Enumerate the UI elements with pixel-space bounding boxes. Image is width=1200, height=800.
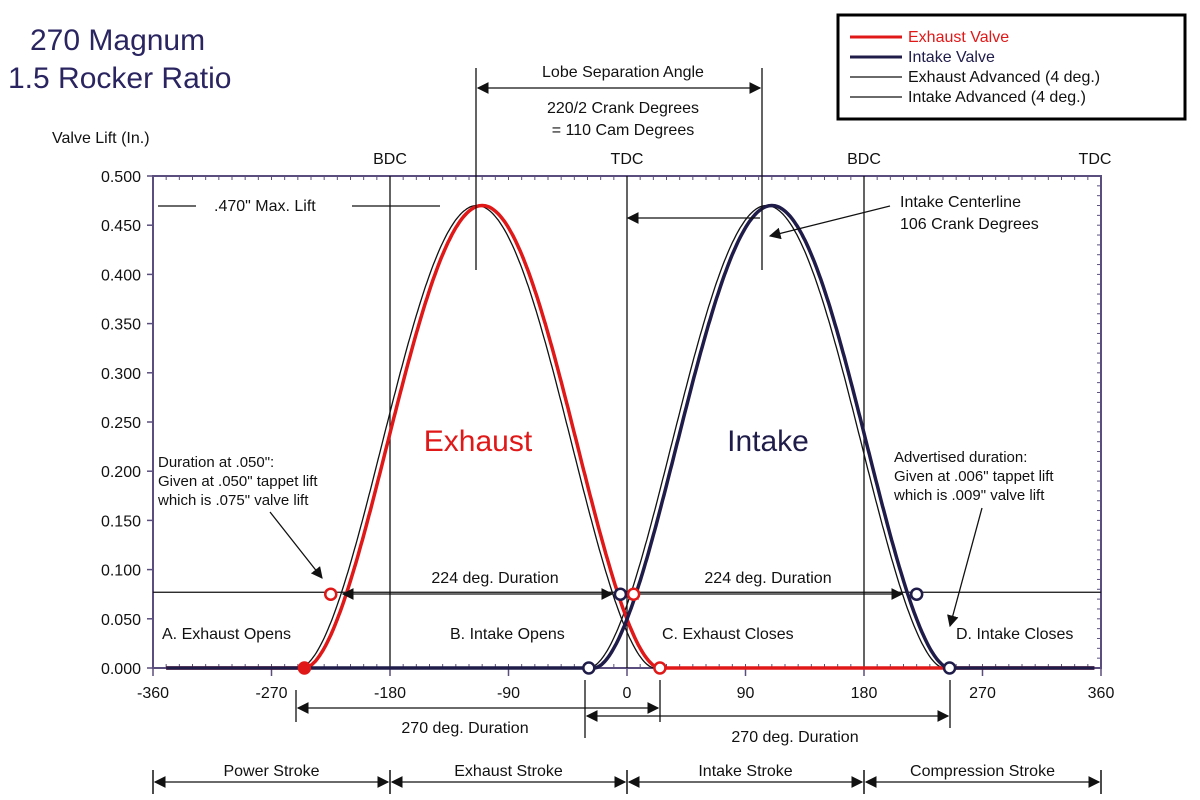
event-d-label: D. Intake Closes (956, 626, 1073, 643)
y-tick-label: 0.500 (101, 169, 141, 186)
stroke-bar: Power Stroke Exhaust Stroke Intake Stroke C… (152, 760, 1102, 794)
duration-270-intake-label: 270 deg. Duration (731, 729, 858, 746)
curve-exhaust (165, 203, 1095, 670)
event-point-exhaust (626, 587, 641, 601)
stroke-marker-lines: BDC TDC BDC TDC (373, 151, 1111, 668)
duration-050-line-3: which is .075" valve lift (157, 492, 309, 509)
legend: Exhaust Valve Intake Valve Exhaust Advan… (836, 13, 1187, 121)
event-point-exhaust (297, 661, 312, 675)
lobe-separation-label: Lobe Separation Angle (542, 64, 704, 81)
event-point-intake (582, 661, 596, 675)
legend-label-intake-advanced: Intake Advanced (4 deg.) (908, 89, 1086, 106)
event-point-intake (909, 587, 924, 601)
duration-224-exhaust-label: 224 deg. Duration (431, 570, 558, 587)
x-tick-label: -270 (255, 685, 287, 702)
legend-label-intake: Intake Valve (908, 49, 995, 66)
x-tick-label: 180 (851, 685, 878, 702)
curve-intake (165, 203, 1095, 670)
y-tick-label: 0.000 (101, 661, 141, 678)
x-tick-label: -360 (137, 685, 169, 702)
event-point-intake (613, 587, 628, 601)
advertised-line-3: which is .009" valve lift (893, 487, 1045, 504)
legend-label-exhaust-advanced: Exhaust Advanced (4 deg.) (908, 69, 1100, 86)
y-tick-label: 0.100 (101, 563, 141, 580)
stroke-bar-label: Power Stroke (223, 763, 319, 780)
curves-group (165, 203, 1095, 670)
stroke-bar-label-bg (900, 760, 1065, 780)
max-lift-label: .470" Max. Lift (214, 198, 316, 215)
advertised-pointer (947, 507, 983, 628)
legend-box (836, 13, 1187, 121)
duration-050-pointer (269, 511, 323, 579)
advertised-line-2: Given at .006" tappet lift (894, 468, 1054, 485)
duration-224-intake-label: 224 deg. Duration (704, 570, 831, 587)
y-tick-label: 0.050 (101, 612, 141, 629)
chart-title-line-2: 1.5 Rocker Ratio (8, 62, 231, 95)
x-tick-label: 0 (623, 685, 632, 702)
stroke-bar-label-bg (443, 760, 574, 780)
lobe-calc-line-2: = 110 Cam Degrees (552, 122, 694, 139)
event-c-label: C. Exhaust Closes (662, 626, 794, 643)
x-tick-label: -90 (497, 685, 520, 702)
stroke-bar-label-bg (214, 760, 329, 780)
y-tick-label: 0.400 (101, 267, 141, 284)
y-tick-label: 0.300 (101, 366, 141, 383)
stroke-bar-label: Compression Stroke (910, 763, 1055, 780)
x-tick-label: 90 (737, 685, 755, 702)
legend-label-exhaust: Exhaust Valve (908, 29, 1009, 46)
event-point-exhaust (324, 587, 338, 601)
intake-centerline-label-1: Intake Centerline (900, 194, 1021, 211)
y-tick-label: 0.200 (101, 464, 141, 481)
stroke-marker-label: TDC (611, 151, 644, 168)
stroke-bar-label-bg (684, 760, 807, 780)
event-a-label: A. Exhaust Opens (162, 626, 291, 643)
y-tick-label: 0.250 (101, 415, 141, 432)
stroke-marker-label: BDC (847, 151, 881, 168)
event-points-group (297, 587, 957, 675)
x-axis-ticks: -360 -270 -180 -90 0 90 180 270 360 (137, 668, 1114, 702)
stroke-marker-label: BDC (373, 151, 407, 168)
y-axis-label: Valve Lift (In.) (52, 130, 150, 147)
stroke-bar-label: Intake Stroke (698, 763, 792, 780)
x-tick-label: -180 (374, 685, 406, 702)
event-b-label: B. Intake Opens (450, 626, 565, 643)
event-point-intake (942, 661, 957, 675)
event-point-exhaust (653, 661, 667, 675)
advertised-line-1: Advertised duration: (894, 449, 1027, 466)
intake-centerline-pointer (768, 205, 891, 240)
y-axis-ticks: 0.000 0.050 0.100 0.150 0.200 0.250 0.300 0.350… (101, 169, 153, 678)
duration-050-line-1: Duration at .050": (158, 454, 274, 471)
lobe-calc-line-1: 220/2 Crank Degrees (547, 100, 699, 117)
duration-270-exhaust-label: 270 deg. Duration (401, 720, 528, 737)
duration-050-line-2: Given at .050" tappet lift (158, 473, 318, 490)
y-tick-label: 0.150 (101, 513, 141, 530)
x-tick-label: 360 (1088, 685, 1115, 702)
chart-title-line-1: 270 Magnum (30, 24, 205, 57)
intake-curve-label: Intake (727, 425, 809, 458)
x-tick-label: 270 (969, 685, 996, 702)
stroke-bar-label: Exhaust Stroke (454, 763, 563, 780)
y-tick-label: 0.450 (101, 218, 141, 235)
intake-centerline-label-2: 106 Crank Degrees (900, 216, 1039, 233)
exhaust-curve-label: Exhaust (424, 425, 533, 458)
stroke-marker-label: TDC (1079, 151, 1112, 168)
y-tick-label: 0.350 (101, 317, 141, 334)
